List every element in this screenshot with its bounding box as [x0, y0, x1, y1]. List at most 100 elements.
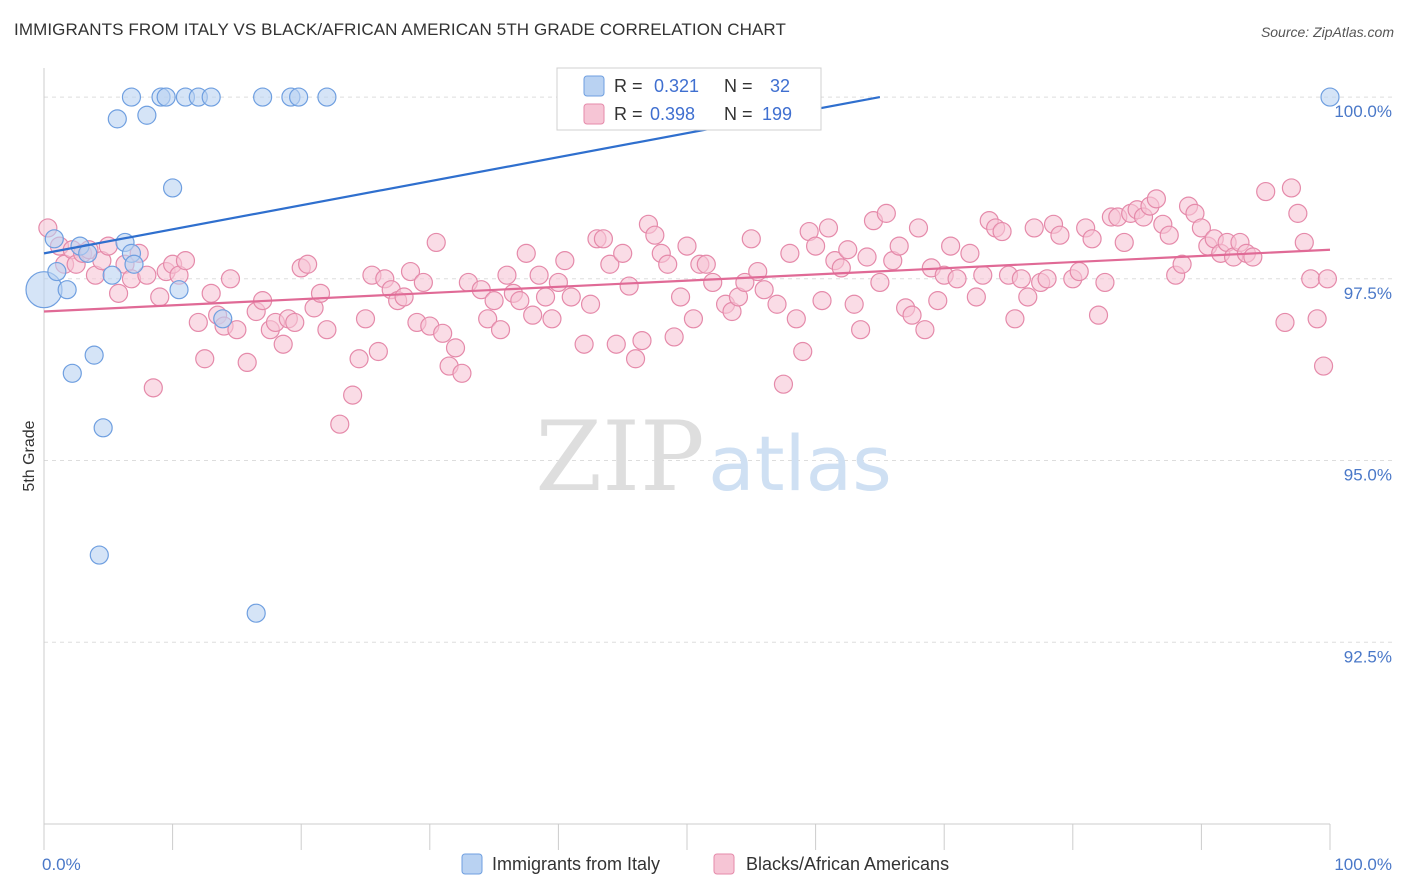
point-black-african-american	[452, 363, 472, 383]
point-black-african-american	[870, 272, 890, 293]
point-black-african-american	[619, 276, 639, 296]
point-black-african-american	[632, 330, 652, 351]
point-black-african-american	[805, 236, 826, 256]
point-black-african-american	[1146, 189, 1166, 209]
point-black-african-american	[992, 221, 1012, 242]
point-black-african-american	[754, 280, 774, 300]
point-black-african-american	[941, 236, 961, 256]
point-black-african-american	[330, 414, 350, 434]
point-italy	[57, 280, 77, 300]
point-black-african-american	[394, 287, 414, 307]
watermark-zip: ZIP	[535, 401, 704, 513]
point-black-african-american	[966, 287, 986, 307]
point-black-african-american	[1082, 229, 1102, 249]
stats-r-value-italy: 0.321	[654, 76, 699, 96]
point-black-african-american	[1050, 225, 1070, 245]
stats-r-label-italy: R =	[614, 76, 643, 96]
point-black-african-american	[220, 269, 241, 289]
y-tick-label: 95.0%	[1344, 466, 1392, 485]
y-axis-title: 5th Grade	[21, 420, 38, 491]
point-black-african-american	[908, 218, 929, 238]
point-black-african-american	[1024, 218, 1044, 238]
point-black-african-american	[317, 320, 337, 340]
point-black-african-american	[664, 327, 684, 347]
x-tick-label-max: 100.0%	[1334, 855, 1392, 874]
point-black-african-american	[703, 272, 723, 293]
stats-swatch-italy	[583, 75, 605, 97]
point-black-african-american	[844, 294, 864, 314]
point-black-african-american	[889, 236, 909, 256]
legend-swatch-black[interactable]	[713, 853, 735, 875]
point-black-african-american	[1307, 309, 1327, 329]
point-italy	[213, 309, 233, 329]
point-black-african-american	[818, 218, 839, 238]
point-black-african-american	[780, 243, 800, 263]
legend-label-italy[interactable]: Immigrants from Italy	[492, 854, 660, 874]
point-black-african-american	[574, 334, 594, 354]
point-black-african-american	[947, 269, 967, 289]
point-black-african-american	[310, 283, 331, 303]
point-black-african-american	[658, 254, 678, 274]
x-tick-label-min: 0.0%	[42, 855, 81, 874]
point-black-african-american	[767, 294, 787, 314]
point-italy	[84, 345, 104, 365]
point-italy	[169, 280, 189, 300]
chart-source: Source: ZipAtlas.com	[1260, 24, 1394, 40]
point-italy	[289, 87, 309, 107]
point-black-african-american	[1301, 269, 1321, 289]
point-black-african-american	[593, 229, 614, 249]
point-black-african-american	[670, 287, 691, 307]
point-italy	[121, 87, 142, 107]
y-tick-label: 97.5%	[1344, 284, 1392, 303]
watermark: ZIP atlas	[535, 401, 891, 513]
point-black-african-american	[227, 320, 247, 340]
point-black-african-american	[973, 265, 993, 285]
point-black-african-american	[285, 312, 305, 333]
legend-swatch-italy[interactable]	[461, 853, 483, 875]
point-black-african-american	[195, 349, 215, 369]
point-black-african-american	[600, 254, 620, 274]
point-black-african-american	[960, 243, 980, 263]
point-black-african-american	[1256, 181, 1276, 202]
point-black-african-american	[1088, 305, 1109, 325]
stats-n-label-black: N =	[724, 104, 753, 124]
point-black-african-american	[529, 265, 549, 285]
point-black-african-american	[400, 261, 421, 282]
stats-n-value-black: 199	[762, 104, 792, 124]
point-black-african-american	[915, 320, 935, 340]
point-black-african-american	[696, 254, 716, 274]
point-black-african-american	[1069, 261, 1089, 282]
point-black-african-american	[1191, 218, 1212, 238]
point-black-african-american	[143, 378, 163, 398]
watermark-atlas: atlas	[708, 419, 892, 508]
points-layer	[25, 87, 1340, 623]
point-black-african-american	[298, 254, 318, 274]
point-black-african-american	[857, 247, 877, 267]
point-black-african-american	[548, 272, 569, 293]
point-black-african-american	[516, 243, 536, 263]
point-italy	[163, 178, 183, 198]
point-italy	[246, 603, 266, 623]
point-black-african-american	[773, 374, 794, 394]
point-black-african-american	[1011, 269, 1031, 289]
point-italy	[102, 265, 122, 285]
point-black-african-american	[137, 265, 157, 285]
point-black-african-american	[555, 251, 575, 271]
legend-label-black[interactable]: Blacks/African Americans	[746, 854, 949, 874]
point-black-african-american	[510, 291, 530, 311]
point-italy	[1320, 87, 1340, 107]
stats-r-label-black: R =	[614, 104, 643, 124]
chart-title: IMMIGRANTS FROM ITALY VS BLACK/AFRICAN A…	[14, 20, 786, 39]
point-italy	[124, 254, 144, 274]
point-black-african-american	[1095, 272, 1115, 293]
point-black-african-american	[645, 225, 665, 245]
point-black-african-american	[1294, 232, 1314, 253]
stats-n-label-italy: N =	[724, 76, 753, 96]
point-black-african-american	[349, 349, 369, 369]
point-italy	[137, 105, 157, 125]
y-tick-label: 92.5%	[1344, 647, 1392, 666]
point-black-african-american	[1114, 232, 1134, 253]
point-black-african-american	[188, 312, 208, 333]
point-black-african-american	[613, 243, 633, 263]
